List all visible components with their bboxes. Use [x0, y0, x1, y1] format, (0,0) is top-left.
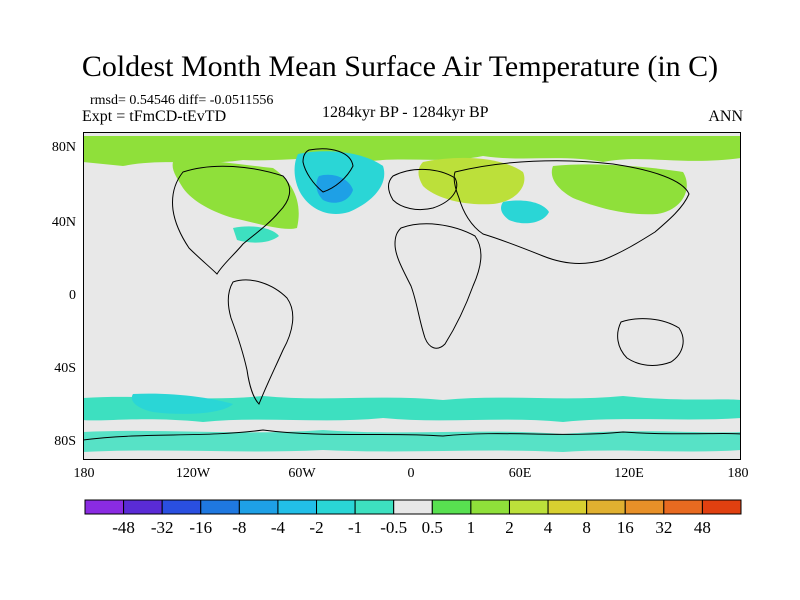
south-pacific-anomaly — [131, 393, 233, 414]
y-tick-label: 40N — [51, 215, 76, 230]
colorbar-label: -8 — [232, 518, 247, 537]
x-tick-label: 120E — [614, 466, 644, 481]
south-america-outline — [227, 279, 294, 405]
anomaly-fields — [83, 136, 741, 452]
colorbar-box — [547, 499, 588, 515]
colorbar-label: 16 — [616, 518, 634, 537]
map-title: Coldest Month Mean Surface Air Temperatu… — [81, 50, 719, 83]
y-tick-label: 80S — [54, 434, 76, 449]
arctic-green-band — [83, 136, 741, 166]
colorbar-box — [701, 499, 742, 515]
colorbar-box — [470, 499, 510, 515]
colorbar-label: -32 — [150, 518, 174, 537]
colorbar-label: 0.5 — [421, 518, 443, 537]
y-tick-label: 0 — [69, 288, 76, 303]
colorbar-label: 4 — [543, 518, 553, 537]
colorbar-label: -0.5 — [380, 518, 408, 537]
colorbar-box — [316, 499, 356, 515]
colorbar-label: -48 — [112, 518, 135, 537]
colorbar-box — [84, 499, 125, 515]
season-label: ANN — [708, 108, 743, 125]
stats-text: rmsd= 0.54546 diff= -0.0511556 — [90, 93, 274, 108]
colorbar-box — [508, 499, 549, 515]
x-tick-label: 60E — [508, 466, 532, 481]
colorbar-box — [123, 499, 163, 515]
colorbar-label: 32 — [655, 518, 673, 537]
colorbar-box — [393, 499, 433, 515]
colorbar-box — [663, 499, 703, 515]
antarctic-band — [83, 430, 741, 452]
colorbar-label: -2 — [309, 518, 324, 537]
x-tick-label: 180 — [73, 466, 95, 481]
greenland-outline — [302, 148, 354, 193]
y-tick-label: 40S — [54, 361, 76, 376]
australia-outline — [617, 318, 684, 366]
colorbar-label: -16 — [189, 518, 213, 537]
x-tick-label: 120W — [175, 466, 211, 481]
north-america-anomaly — [172, 160, 299, 229]
x-tick-label: 60W — [288, 466, 316, 481]
colorbar-box — [586, 499, 626, 515]
colorbar-label: 1 — [466, 518, 476, 537]
atlantic-coast-anomaly — [233, 226, 279, 243]
period-label: 1284kyr BP - 1284kyr BP — [322, 104, 489, 121]
colorbar-box — [354, 499, 395, 515]
coastlines — [83, 148, 741, 441]
siberia-anomaly — [551, 164, 687, 215]
map-frame — [83, 132, 741, 460]
southern-ocean-band — [83, 396, 741, 422]
colorbar-label: 8 — [582, 518, 591, 537]
antarctica-outline — [83, 429, 741, 441]
x-tick-label: 180 — [727, 466, 749, 481]
colorbar-label: -1 — [348, 518, 363, 537]
central-asia-anomaly — [501, 200, 549, 224]
colorbar-box — [200, 499, 240, 515]
asia-outline — [453, 160, 690, 264]
colorbar-box — [161, 499, 202, 515]
colorbar-box — [238, 499, 279, 515]
colorbar-box — [624, 499, 665, 515]
europe-outline — [388, 168, 458, 211]
y-tick-label: 80N — [51, 140, 76, 155]
europe-anomaly — [418, 157, 525, 205]
experiment-label: Expt = tFmCD-tEvTD — [82, 108, 227, 125]
africa-outline — [394, 223, 482, 349]
colorbar — [84, 499, 742, 515]
colorbar-label: 2 — [505, 518, 514, 537]
colorbar-label: -4 — [270, 518, 286, 537]
colorbar-label: 48 — [693, 518, 711, 537]
map-panel — [83, 132, 741, 460]
colorbar-box — [277, 499, 318, 515]
x-tick-label: 0 — [407, 466, 415, 481]
colorbar-box — [431, 499, 472, 515]
labrador-sea-anomaly — [316, 174, 353, 203]
north-america-outline — [172, 165, 291, 275]
